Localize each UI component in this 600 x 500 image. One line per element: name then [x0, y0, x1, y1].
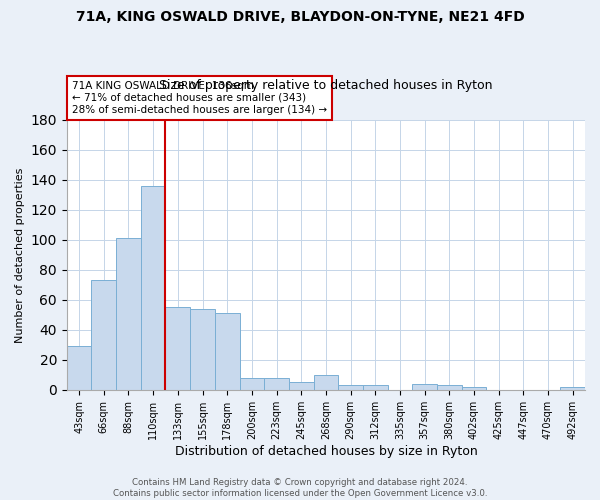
Bar	[91, 280, 116, 390]
Bar	[215, 314, 239, 390]
Bar	[141, 186, 166, 390]
Bar	[461, 387, 486, 390]
Bar	[67, 346, 91, 390]
Bar	[190, 309, 215, 390]
Bar	[239, 378, 264, 390]
Bar	[264, 378, 289, 390]
Text: Contains HM Land Registry data © Crown copyright and database right 2024.
Contai: Contains HM Land Registry data © Crown c…	[113, 478, 487, 498]
Bar	[412, 384, 437, 390]
Bar	[338, 386, 363, 390]
Bar	[437, 386, 461, 390]
Bar	[289, 382, 314, 390]
Bar	[560, 387, 585, 390]
Title: Size of property relative to detached houses in Ryton: Size of property relative to detached ho…	[159, 80, 493, 92]
Text: 71A, KING OSWALD DRIVE, BLAYDON-ON-TYNE, NE21 4FD: 71A, KING OSWALD DRIVE, BLAYDON-ON-TYNE,…	[76, 10, 524, 24]
Y-axis label: Number of detached properties: Number of detached properties	[15, 167, 25, 342]
Bar	[166, 308, 190, 390]
X-axis label: Distribution of detached houses by size in Ryton: Distribution of detached houses by size …	[175, 444, 477, 458]
Bar	[363, 386, 388, 390]
Text: 71A KING OSWALD DRIVE: 136sqm
← 71% of detached houses are smaller (343)
28% of : 71A KING OSWALD DRIVE: 136sqm ← 71% of d…	[72, 82, 327, 114]
Bar	[314, 375, 338, 390]
Bar	[116, 238, 141, 390]
